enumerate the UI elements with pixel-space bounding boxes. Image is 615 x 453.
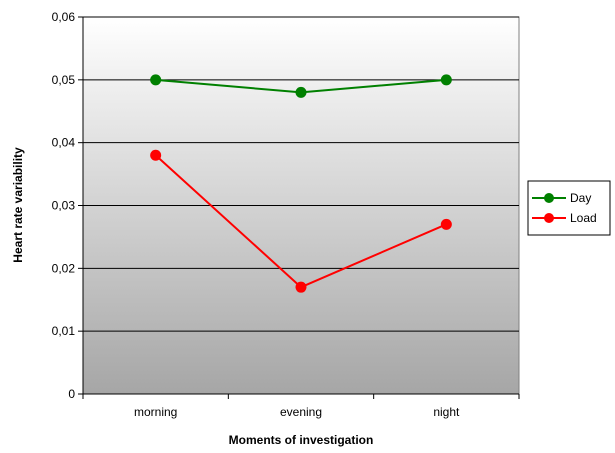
data-point-day <box>295 86 307 98</box>
x-tick-label: morning <box>134 405 177 419</box>
legend-swatch-marker <box>544 213 554 223</box>
data-point-load <box>150 149 162 161</box>
legend-swatch-marker <box>544 193 554 203</box>
data-point-day <box>440 74 452 86</box>
data-point-load <box>440 218 452 230</box>
legend-label-day: Day <box>570 191 591 205</box>
y-tick-label: 0,01 <box>52 324 76 338</box>
x-axis-title: Moments of investigation <box>229 433 374 447</box>
data-point-load <box>295 281 307 293</box>
y-axis-ticks: 0 0,01 0,02 0,03 0,04 0,05 0,06 <box>52 10 83 401</box>
y-tick-label: 0,05 <box>52 73 76 87</box>
x-tick-label: night <box>433 405 460 419</box>
legend-box <box>527 180 611 236</box>
y-axis-title: Heart rate variability <box>11 147 25 263</box>
series-group <box>150 74 452 293</box>
y-tick-label: 0,02 <box>52 261 76 275</box>
y-tick-label: 0 <box>68 387 75 401</box>
x-axis-ticks: morning evening night <box>82 394 520 419</box>
x-tick-label: evening <box>280 405 322 419</box>
y-tick-label: 0,06 <box>52 10 76 24</box>
legend-label-load: Load <box>570 211 597 225</box>
data-point-day <box>150 74 162 86</box>
legend: Day Load <box>527 180 611 236</box>
y-tick-label: 0,03 <box>52 199 76 213</box>
y-tick-label: 0,04 <box>52 136 76 150</box>
